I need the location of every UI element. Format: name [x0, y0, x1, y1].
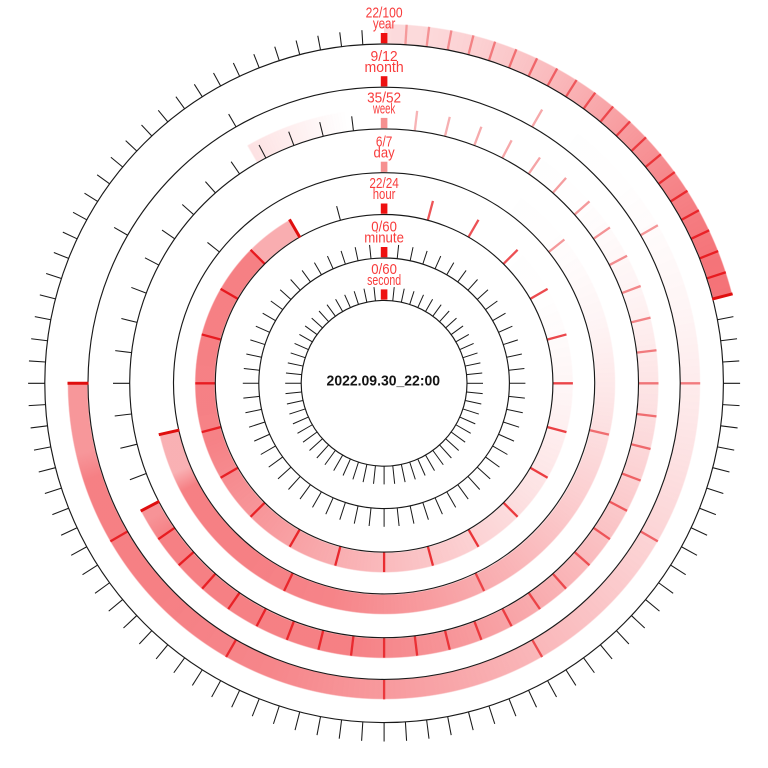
- svg-text:second: second: [367, 273, 401, 289]
- svg-text:0/60: 0/60: [371, 219, 397, 236]
- svg-text:6/7: 6/7: [376, 133, 392, 150]
- svg-text:year: year: [373, 17, 396, 33]
- svg-text:9/12: 9/12: [371, 48, 398, 65]
- svg-text:month: month: [365, 60, 404, 76]
- svg-text:hour: hour: [373, 187, 396, 203]
- svg-text:day: day: [374, 145, 396, 161]
- svg-text:2022.09.30_22:00: 2022.09.30_22:00: [327, 374, 441, 390]
- svg-text:0/60: 0/60: [371, 261, 397, 278]
- svg-text:week: week: [372, 102, 395, 118]
- svg-text:35/52: 35/52: [367, 90, 401, 107]
- svg-text:22/100: 22/100: [366, 5, 403, 22]
- svg-text:22/24: 22/24: [369, 175, 399, 192]
- svg-text:minute: minute: [364, 231, 404, 247]
